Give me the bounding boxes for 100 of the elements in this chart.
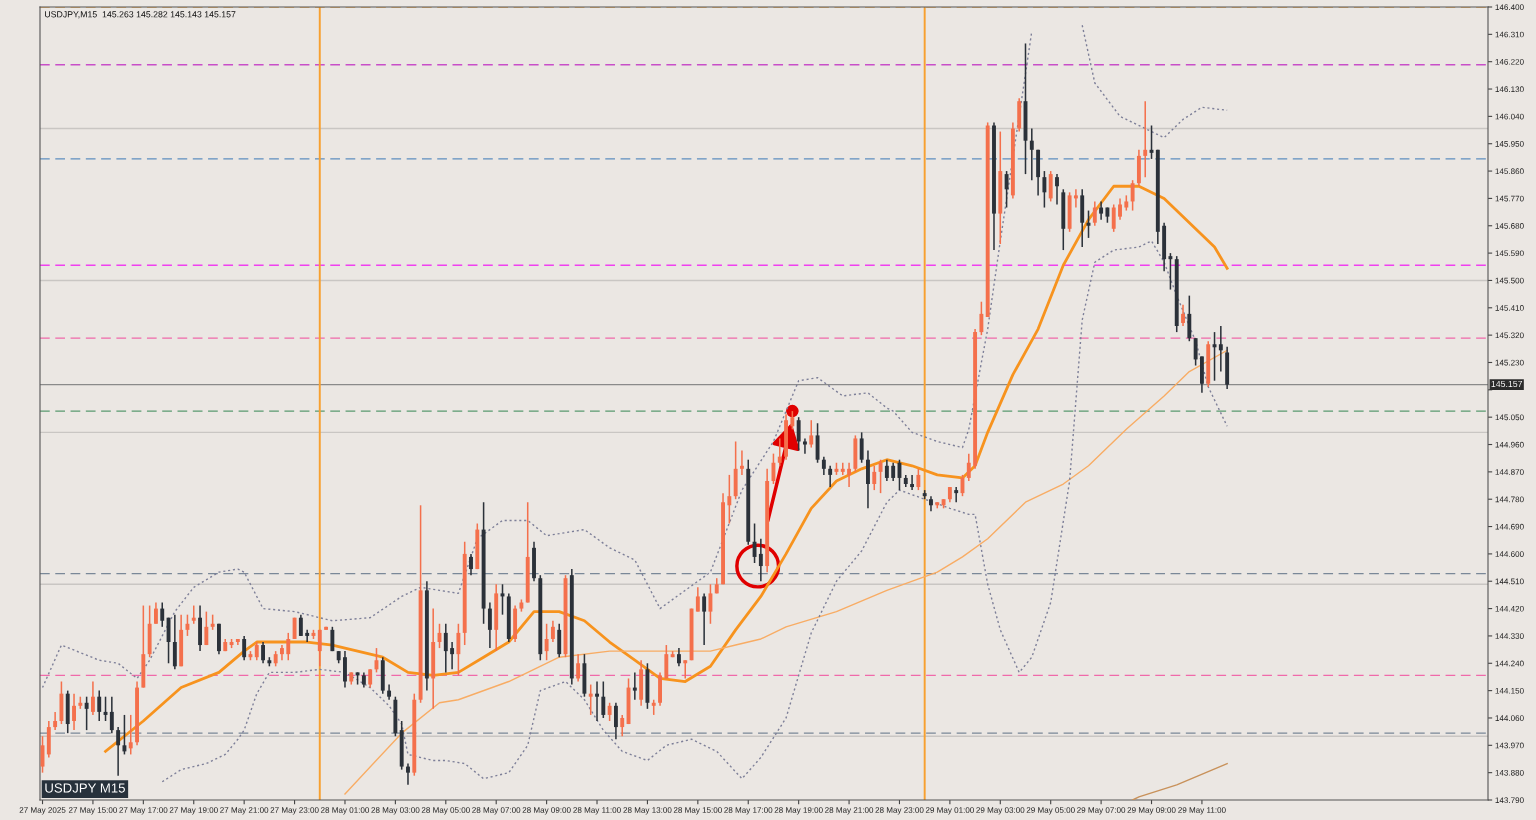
- y-tick-label: 146.220: [1495, 58, 1524, 65]
- x-tick-label: 28 May 01:00: [320, 807, 370, 815]
- candlestick: [298, 613, 303, 637]
- x-tick-label: 29 May 03:00: [976, 807, 1025, 815]
- candlestick: [204, 610, 209, 646]
- y-tick-label: 144.420: [1495, 605, 1524, 612]
- candlestick: [1181, 303, 1185, 327]
- x-tick-label: 28 May 23:00: [875, 807, 924, 815]
- candlestick: [406, 762, 410, 786]
- candlestick: [777, 437, 782, 467]
- candlestick: [954, 486, 959, 504]
- y-tick-label: 144.960: [1495, 441, 1524, 448]
- candlestick: [601, 680, 606, 719]
- candlestick: [588, 683, 593, 716]
- x-tick-label: 29 May 05:00: [1026, 807, 1075, 815]
- y-tick-label: 144.510: [1495, 578, 1524, 585]
- y-tick-label: 144.780: [1495, 496, 1524, 503]
- y-tick-label: 143.880: [1495, 769, 1524, 776]
- y-tick-label: 144.330: [1495, 633, 1524, 639]
- candlestick: [595, 680, 599, 722]
- x-tick-label: 29 May 07:00: [1077, 807, 1126, 815]
- candlestick: [242, 635, 247, 662]
- candlestick: [1073, 188, 1078, 209]
- y-tick-label: 145.590: [1495, 250, 1524, 257]
- candlestick: [1130, 179, 1135, 212]
- candlestick: [576, 653, 581, 683]
- candlestick: [456, 623, 461, 677]
- x-tick-label: 28 May 19:00: [774, 807, 823, 815]
- y-tick-label: 146.400: [1495, 4, 1524, 10]
- candlestick: [1111, 203, 1116, 233]
- candlestick: [160, 601, 165, 628]
- candlestick: [884, 458, 889, 482]
- candlestick: [90, 680, 95, 716]
- candlestick: [872, 465, 877, 491]
- candlestick: [1218, 325, 1223, 373]
- candlestick: [487, 601, 492, 649]
- y-tick-label: 144.150: [1495, 687, 1524, 694]
- x-tick-label: 29 May 01:00: [925, 807, 974, 815]
- candlestick: [1029, 127, 1034, 181]
- candlestick: [607, 702, 612, 722]
- candlestick: [84, 695, 89, 731]
- x-tick-label: 27 May 23:00: [270, 807, 319, 815]
- candlestick: [828, 465, 833, 488]
- candlestick: [847, 461, 852, 488]
- y-tick-label: 144.240: [1495, 660, 1524, 667]
- x-tick-label: 27 May 2025: [19, 807, 66, 815]
- candlestick: [790, 410, 795, 431]
- candlestick: [821, 455, 826, 476]
- candlestick: [544, 623, 549, 662]
- y-tick-label: 144.690: [1495, 523, 1524, 530]
- line-series: [1131, 762, 1228, 800]
- candlestick: [128, 714, 133, 756]
- x-tick-label: 28 May 13:00: [623, 807, 672, 815]
- y-tick-label: 145.230: [1495, 359, 1524, 366]
- candlestick: [254, 641, 259, 662]
- ref-line-label: 145.157: [1491, 380, 1523, 388]
- candlestick: [109, 695, 114, 734]
- candlestick: [1118, 197, 1122, 221]
- candlestick: [1168, 252, 1173, 291]
- candlestick: [676, 647, 681, 668]
- candlestick: [702, 592, 707, 646]
- candlestick: [840, 461, 845, 476]
- candlestick: [878, 458, 883, 494]
- x-tick-label: 28 May 07:00: [472, 807, 521, 815]
- x-tick-label: 27 May 17:00: [119, 807, 168, 815]
- y-tick-label: 144.870: [1495, 469, 1524, 475]
- candlestick: [683, 659, 688, 680]
- candlestick: [966, 452, 971, 482]
- y-tick-label: 143.790: [1495, 797, 1524, 803]
- candlestick: [368, 668, 373, 689]
- candlestick: [979, 300, 984, 336]
- x-tick-label: 28 May 05:00: [421, 807, 470, 815]
- y-tick-label: 143.970: [1495, 742, 1524, 749]
- y-tick-label: 145.770: [1495, 195, 1524, 202]
- line-series: [344, 349, 1228, 795]
- candlestick: [261, 641, 266, 665]
- candlestick: [153, 601, 158, 625]
- candlestick: [450, 641, 455, 671]
- y-tick-label: 145.410: [1495, 305, 1524, 311]
- candlestick: [758, 537, 763, 583]
- candlestick: [620, 714, 625, 737]
- candlestick: [1004, 170, 1009, 209]
- x-tick-label: 27 May 21:00: [220, 807, 269, 815]
- x-tick-label: 28 May 09:00: [522, 807, 571, 815]
- candlestick: [53, 711, 58, 731]
- candlestick: [1099, 200, 1104, 221]
- y-tick-label: 145.050: [1495, 414, 1524, 421]
- candlestick: [185, 613, 190, 637]
- candlestick: [632, 671, 637, 701]
- candlestick: [891, 461, 896, 482]
- x-tick-label: 29 May 11:00: [1178, 807, 1226, 815]
- candlestick: [191, 604, 196, 625]
- candlestick: [916, 468, 921, 491]
- candlestick: [97, 689, 102, 722]
- candlestick: [1092, 200, 1097, 227]
- candlestick: [116, 726, 121, 777]
- candlestick: [613, 702, 618, 740]
- x-tick-label: 28 May 11:00: [573, 807, 621, 815]
- x-tick-label: 28 May 15:00: [673, 807, 722, 815]
- candlestick: [1193, 337, 1198, 367]
